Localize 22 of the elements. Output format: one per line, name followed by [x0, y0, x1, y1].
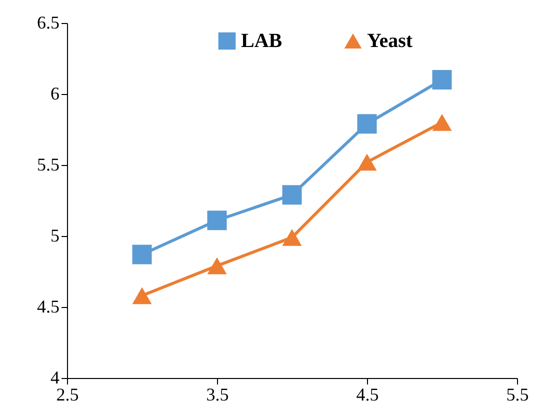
y-tick-label: 6.5 — [37, 12, 60, 32]
x-tick-label: 4.5 — [356, 384, 379, 404]
y-tick-label: 4.5 — [37, 296, 60, 316]
point — [357, 114, 377, 134]
point — [282, 185, 302, 205]
legend-label: LAB — [241, 30, 282, 52]
y-tick-label: 4 — [50, 368, 60, 388]
y-tick-label: 6 — [50, 84, 60, 104]
point — [432, 70, 452, 90]
point — [357, 154, 377, 171]
point — [132, 287, 152, 304]
point — [207, 257, 227, 274]
x-tick-label: 3.5 — [206, 384, 229, 404]
y-tick-label: 5 — [50, 226, 60, 246]
point — [432, 114, 452, 131]
point — [132, 244, 152, 264]
point — [282, 228, 302, 246]
legend-label: Yeast — [367, 30, 413, 52]
y-tick-label: 5.5 — [37, 154, 60, 174]
x-tick-label: 2.5 — [56, 384, 79, 404]
point — [207, 210, 227, 230]
x-tick-label: 5.5 — [506, 384, 529, 404]
